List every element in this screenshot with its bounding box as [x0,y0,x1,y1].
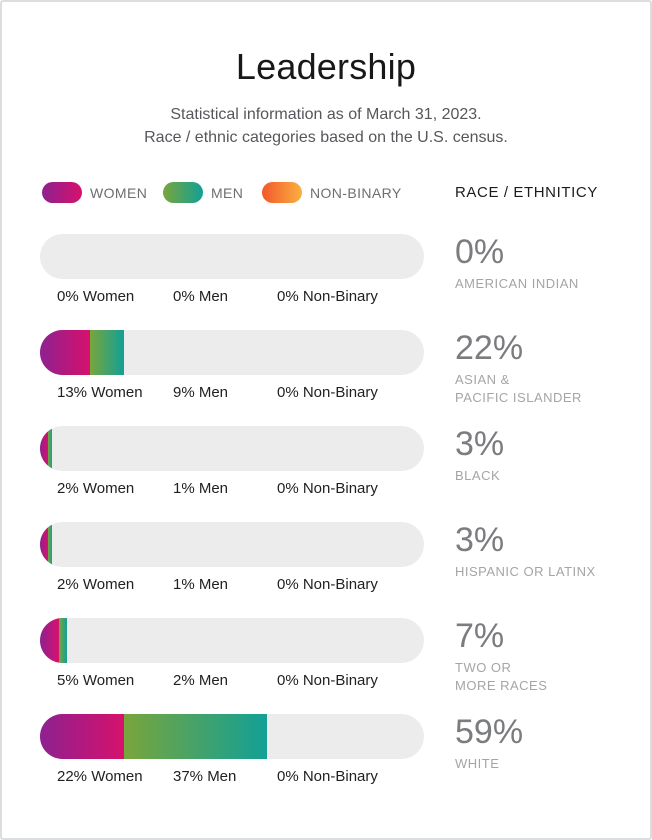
legend-item-label: NON-BINARY [310,184,402,201]
stacked-bar [40,234,424,279]
women-percent-label: 22% Women [57,768,143,785]
bar-segment-men [59,618,67,663]
race-ethnicity-header: RACE / ETHNITICY [455,184,598,201]
stacked-bar [40,714,424,759]
women-percent-label: 5% Women [57,672,135,689]
men-percent-label: 0% Men [173,288,229,305]
bar-segment-women [40,618,60,663]
women-percent-label: 2% Women [57,576,135,593]
bar-column: 2% Women 1% Men 0% Non-Binary [40,522,424,593]
legend-item: MEN [163,182,243,203]
stacked-bar [40,522,424,567]
stat-column: 3% BLACK [455,426,612,485]
women-percent-label: 13% Women [57,384,143,401]
women-percent-label: 0% Women [57,288,135,305]
stacked-bar [40,330,424,375]
bar-segment-women [40,330,90,375]
nonbinary-percent-label: 0% Non-Binary [277,288,378,305]
bar-segment-women [40,522,48,567]
total-percent: 0% [455,233,505,271]
demographic-row: 2% Women 1% Men 0% Non-Binary 3% HISPANI… [40,522,612,618]
legend-item-label: WOMEN [90,184,148,201]
legend-swatch-icon [262,182,302,203]
bar-column: 13% Women 9% Men 0% Non-Binary [40,330,424,401]
race-label: WHITE [455,756,500,771]
bar-labels: 5% Women 2% Men 0% Non-Binary [40,672,424,689]
bar-segment-men [89,330,125,375]
men-percent-label: 2% Men [173,672,229,689]
demographic-rows: 0% Women 0% Men 0% Non-Binary 0% AMERICA… [40,234,612,810]
bar-column: 5% Women 2% Men 0% Non-Binary [40,618,424,689]
bar-labels: 13% Women 9% Men 0% Non-Binary [40,384,424,401]
bar-column: 22% Women 37% Men 0% Non-Binary [40,714,424,785]
bar-segment-men [47,522,52,567]
legend: WOMEN MEN NON-BINARY [40,182,424,203]
nonbinary-percent-label: 0% Non-Binary [277,480,378,497]
stat-column: 59% WHITE [455,714,612,773]
nonbinary-percent-label: 0% Non-Binary [277,384,378,401]
total-percent: 22% [455,329,524,367]
men-percent-label: 1% Men [173,480,229,497]
legend-item: WOMEN [42,182,147,203]
bar-labels: 22% Women 37% Men 0% Non-Binary [40,768,424,785]
stat-column: 3% HISPANIC OR LATINX [455,522,612,581]
nonbinary-percent-label: 0% Non-Binary [277,576,378,593]
nonbinary-percent-label: 0% Non-Binary [277,672,378,689]
bar-segment-men [47,426,52,471]
bar-segment-men [124,714,267,759]
men-percent-label: 1% Men [173,576,229,593]
demographic-row: 0% Women 0% Men 0% Non-Binary 0% AMERICA… [40,234,612,330]
race-label: AMERICAN INDIAN [455,276,579,291]
stacked-bar [40,618,424,663]
bar-labels: 2% Women 1% Men 0% Non-Binary [40,480,424,497]
demographic-row: 13% Women 9% Men 0% Non-Binary 22% ASIAN… [40,330,612,426]
total-percent: 59% [455,713,524,751]
men-percent-label: 9% Men [173,384,229,401]
stat-column: 0% AMERICAN INDIAN [455,234,612,293]
bar-column: 0% Women 0% Men 0% Non-Binary [40,234,424,305]
bar-labels: 2% Women 1% Men 0% Non-Binary [40,576,424,593]
women-percent-label: 2% Women [57,480,135,497]
stacked-bar [40,426,424,471]
demographic-row: 5% Women 2% Men 0% Non-Binary 7% TWO OR … [40,618,612,714]
total-percent: 3% [455,425,505,463]
subtitle: Statistical information as of March 31, … [40,103,612,149]
stat-column: 22% ASIAN & PACIFIC ISLANDER [455,330,612,407]
stat-column: 7% TWO OR MORE RACES [455,618,612,695]
men-percent-label: 37% Men [173,768,237,785]
legend-item: NON-BINARY [262,182,402,203]
total-percent: 3% [455,521,505,559]
race-label: ASIAN & PACIFIC ISLANDER [455,372,582,405]
bar-labels: 0% Women 0% Men 0% Non-Binary [40,288,424,305]
demographic-row: 2% Women 1% Men 0% Non-Binary 3% BLACK [40,426,612,522]
total-percent: 7% [455,617,505,655]
subtitle-line-2: Race / ethnic categories based on the U.… [144,129,508,146]
demographic-row: 22% Women 37% Men 0% Non-Binary 59% WHIT… [40,714,612,810]
race-label: BLACK [455,468,501,483]
bar-column: 2% Women 1% Men 0% Non-Binary [40,426,424,497]
race-label: HISPANIC OR LATINX [455,564,596,579]
page-title: Leadership [235,46,417,87]
legend-item-label: MEN [211,184,244,201]
nonbinary-percent-label: 0% Non-Binary [277,768,378,785]
subtitle-line-1: Statistical information as of March 31, … [170,106,482,123]
race-label: TWO OR MORE RACES [455,660,548,693]
legend-row: WOMEN MEN NON-BINARY RACE / ETHNITICY [40,182,612,203]
bar-segment-women [40,426,48,471]
legend-swatch-icon [163,182,203,203]
bar-segment-women [40,714,125,759]
legend-swatch-icon [42,182,82,203]
